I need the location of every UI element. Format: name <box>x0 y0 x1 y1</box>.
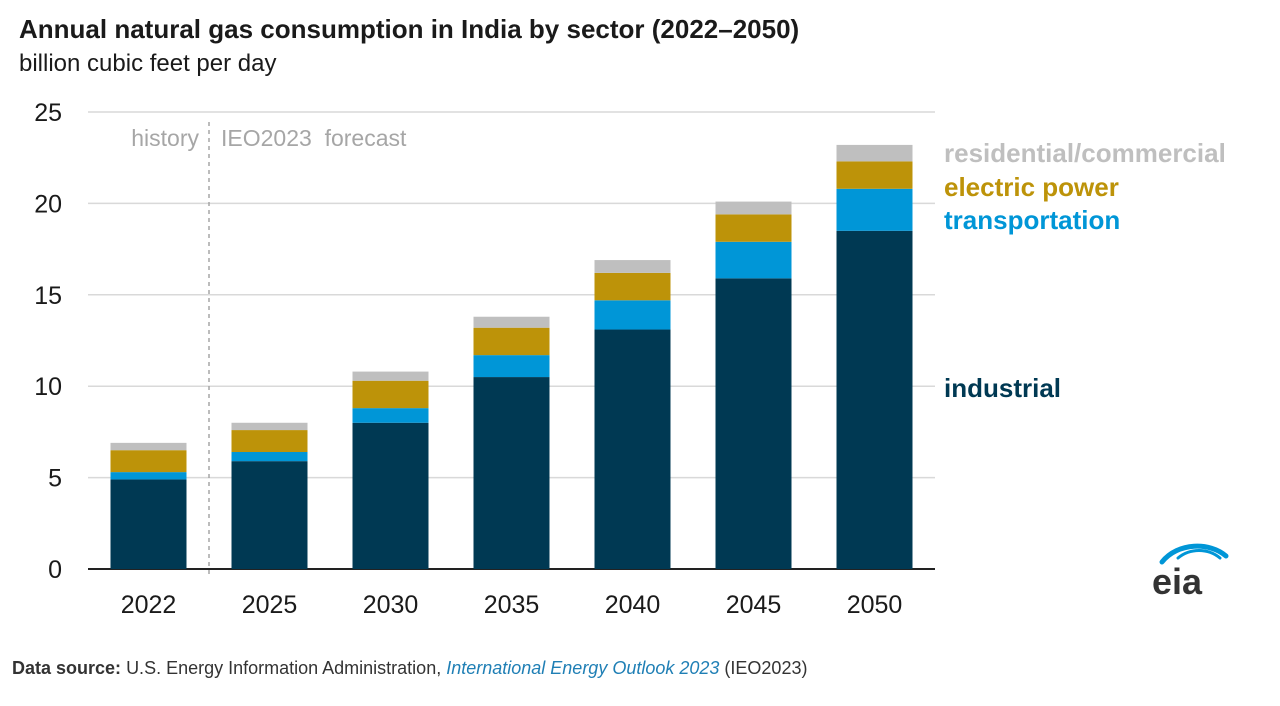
bar-residential-commercial-2050 <box>836 144 913 162</box>
bar-residential-commercial-2045 <box>715 201 792 215</box>
forecast-label: IEO2023 forecast <box>221 125 407 151</box>
source-label: Data source: <box>12 658 122 678</box>
chart-title: Annual natural gas consumption in India … <box>19 14 800 44</box>
bar-transportation-2045 <box>715 241 792 279</box>
bar-residential-commercial-2030 <box>352 371 429 381</box>
bar-industrial-2040 <box>594 329 671 569</box>
eia-logo: eia <box>1152 543 1229 600</box>
legend-electric-power: electric power <box>944 172 1119 202</box>
bar-industrial-2050 <box>836 230 913 569</box>
legend-transportation: transportation <box>944 205 1120 235</box>
bar-electric-power-2025 <box>231 430 308 453</box>
bar-electric-power-2050 <box>836 161 913 189</box>
y-tick-label: 5 <box>48 465 62 493</box>
bar-industrial-2025 <box>231 461 308 569</box>
x-tick-label: 2050 <box>847 591 903 619</box>
legend-industrial: industrial <box>944 373 1061 403</box>
bar-industrial-2045 <box>715 278 792 569</box>
source-suffix: (IEO2023) <box>724 658 808 678</box>
data-source: Data source: U.S. Energy Information Adm… <box>12 658 807 679</box>
bar-transportation-2040 <box>594 300 671 330</box>
source-agency: U.S. Energy Information Administration, <box>126 658 442 678</box>
bar-transportation-2025 <box>231 452 308 462</box>
chart-subtitle: billion cubic feet per day <box>19 50 277 77</box>
bar-electric-power-2040 <box>594 272 671 301</box>
y-tick-label: 25 <box>34 99 62 127</box>
x-tick-label: 2040 <box>605 591 661 619</box>
logo-text: eia <box>1152 561 1203 600</box>
x-tick-label: 2022 <box>121 591 177 619</box>
x-tick-label: 2045 <box>726 591 782 619</box>
y-tick-label: 15 <box>34 282 62 310</box>
bar-industrial-2022 <box>110 479 187 569</box>
bar-residential-commercial-2025 <box>231 422 308 431</box>
bar-transportation-2030 <box>352 408 429 423</box>
bar-transportation-2035 <box>473 355 550 378</box>
bar-electric-power-2035 <box>473 327 550 356</box>
x-tick-label: 2035 <box>484 591 540 619</box>
bar-transportation-2022 <box>110 472 187 480</box>
bar-transportation-2050 <box>836 188 913 231</box>
bar-residential-commercial-2040 <box>594 260 671 273</box>
bar-residential-commercial-2022 <box>110 442 187 451</box>
bar-electric-power-2022 <box>110 450 187 473</box>
bar-electric-power-2045 <box>715 214 792 242</box>
legend-residential-commercial: residential/commercial <box>944 138 1226 168</box>
y-tick-label: 10 <box>34 373 62 401</box>
source-publication: International Energy Outlook 2023 <box>446 658 720 678</box>
y-tick-label: 20 <box>34 190 62 218</box>
bar-residential-commercial-2035 <box>473 316 550 328</box>
x-tick-label: 2025 <box>242 591 298 619</box>
bar-industrial-2030 <box>352 422 429 569</box>
y-tick-label: 0 <box>48 556 62 584</box>
x-tick-label: 2030 <box>363 591 419 619</box>
bar-electric-power-2030 <box>352 380 429 409</box>
history-label: history <box>131 125 199 151</box>
bar-industrial-2035 <box>473 377 550 569</box>
